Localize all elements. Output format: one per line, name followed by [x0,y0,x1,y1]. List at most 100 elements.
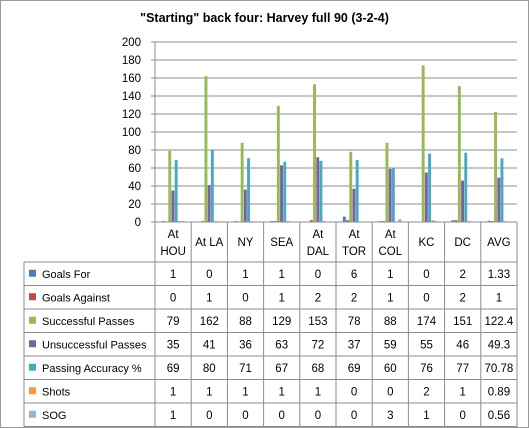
bar [283,161,287,222]
table-cell: 72 [312,339,325,351]
bar [398,219,402,222]
table-cell: 1 [423,410,429,422]
table-cell: 35 [167,339,180,351]
bar [174,159,178,222]
legend-label: Passing Accuracy % [42,363,142,375]
y-tick-label: 200 [122,37,141,49]
legend-label: Goals For [42,269,91,281]
legend-key [29,269,36,277]
legend-label: Unsuccessful Passes [42,339,147,351]
bar [309,220,313,222]
y-tick-label: 160 [122,73,141,85]
bar [319,160,323,222]
bar [313,84,316,222]
table-cell: 2 [315,292,321,304]
x-tick-label: AVG [487,237,510,249]
table-cell: 1 [242,386,248,398]
table-cell: 162 [200,316,219,328]
table-cell: 2 [423,386,429,398]
table-cell: 0 [351,410,357,422]
table-cell: 1 [170,386,176,398]
table-cell: 3 [387,410,393,422]
table-cell: 1 [315,386,321,398]
legend-label: Goals Against [42,292,110,304]
bar [280,165,284,222]
table-cell: 88 [384,316,397,328]
table-cell: 77 [456,363,469,375]
x-tick-label: SEA [270,237,293,249]
table-cell: 0 [387,386,393,398]
table-cell: 1 [459,386,465,398]
bar [428,153,432,222]
y-tick-label: 120 [122,109,141,121]
x-tick-label: NY [238,237,254,249]
bar [500,158,504,222]
table-cell: 1 [278,269,284,281]
table-cell: 1.33 [488,269,510,281]
table-cell: 0.56 [488,410,510,422]
y-tick-label: 140 [122,91,141,103]
bar [168,150,172,222]
table-cell: 59 [384,339,397,351]
table-cell: 0 [242,410,248,422]
table-cell: 37 [348,339,361,351]
bar [204,76,208,222]
bar [451,220,455,222]
x-tick-label: HOU [160,246,186,258]
bar [497,177,501,222]
x-tick-label: At [312,229,324,241]
bar [421,65,425,223]
legend-label: Successful Passes [42,316,135,328]
y-tick-label: 0 [135,217,141,229]
table-cell: 2 [459,269,465,281]
bar [431,220,435,222]
table-cell: 80 [203,363,216,375]
table-cell: 0 [459,410,465,422]
bar [210,150,214,222]
x-tick-label: At [349,229,361,241]
bar [316,157,320,222]
bar [464,152,468,222]
table-cell: 67 [275,363,288,375]
table-cell: 0 [278,410,284,422]
table-cell: 71 [239,363,252,375]
table-cell: 1 [278,386,284,398]
x-tick-label: DC [454,237,471,249]
table-cell: 1 [170,269,176,281]
bar [240,142,244,222]
table-cell: 46 [456,339,469,351]
table-cell: 1 [242,269,248,281]
bar [457,86,461,222]
bar [171,190,175,222]
table-cell: 2 [459,292,465,304]
y-tick-label: 80 [128,145,141,157]
table-cell: 129 [272,316,291,328]
table-cell: 79 [167,316,180,328]
x-tick-label: At [385,229,397,241]
bar [247,158,251,222]
table-cell: 122.4 [485,316,514,328]
y-tick-label: 180 [122,55,141,67]
legend-key [29,316,36,324]
table-cell: 70.78 [485,363,514,375]
table-cell: 0 [423,292,429,304]
table-cell: 151 [453,316,472,328]
bar [352,188,356,222]
bar [424,172,428,222]
bar [243,189,247,222]
legend-key [29,410,36,418]
bar [276,105,280,222]
table-cell: 1 [278,292,284,304]
table-cell: 41 [203,339,216,351]
legend-label: Shots [42,386,71,398]
legend-key [29,387,36,395]
x-tick-label: COL [378,246,402,258]
x-tick-label: KC [419,237,435,249]
table-cell: 1 [387,269,393,281]
table-cell: 6 [351,269,357,281]
table-cell: 68 [312,363,325,375]
table-cell: 60 [384,363,397,375]
table-cell: 78 [348,316,361,328]
